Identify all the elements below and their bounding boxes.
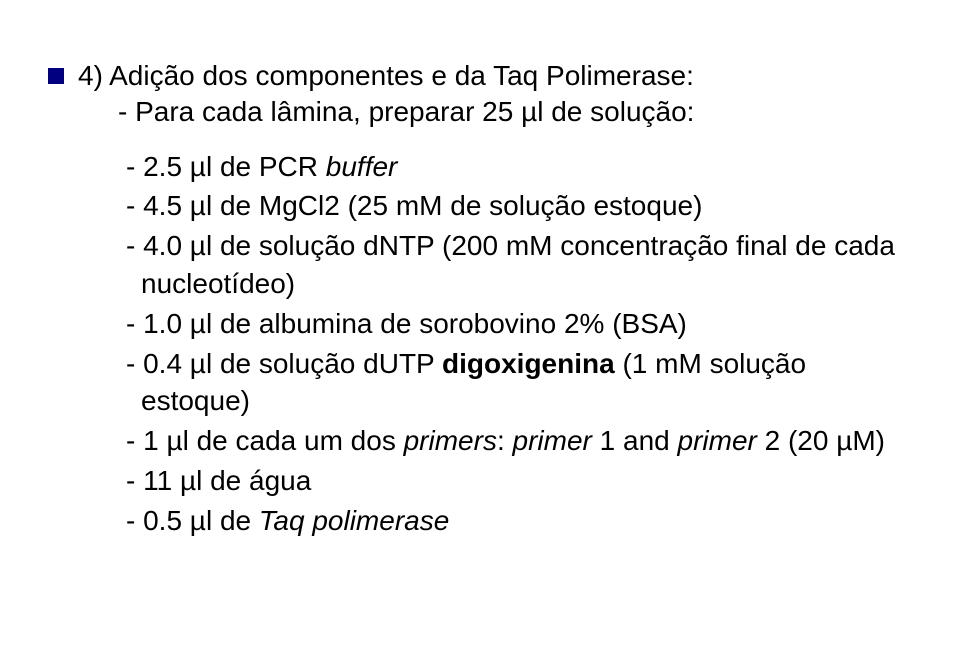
list-item: - 1.0 µl de albumina de sorobovino 2% (B… (126, 305, 920, 343)
item-text: - 1 µl de cada um dos (126, 425, 404, 456)
item-italic: primer (513, 425, 592, 456)
item-text: - 11 µl de água (126, 465, 311, 496)
item-text: 1 and (592, 425, 678, 456)
item-text: - 4.5 µl de (126, 190, 259, 221)
list-item: - 1 µl de cada um dos primers: primer 1 … (126, 422, 920, 460)
list-item: - 2.5 µl de PCR buffer (126, 148, 920, 186)
item-italic: Taq polimerase (259, 505, 449, 536)
list-item: - 11 µl de água (126, 462, 920, 500)
item-text: 2 (20 µM) (757, 425, 885, 456)
item-text: - 0.4 µl de solução dUTP (126, 348, 442, 379)
heading-row: 4) Adição dos componentes e da Taq Polim… (48, 58, 920, 130)
heading-text: 4) Adição dos componentes e da Taq Polim… (78, 60, 694, 91)
sub-list: - 2.5 µl de PCR buffer - 4.5 µl de MgCl2… (126, 148, 920, 540)
item-text: - 1.0 µl de albumina de sorobovino 2% (B… (126, 308, 687, 339)
list-item: - 4.0 µl de solução dNTP (200 mM concent… (126, 227, 920, 303)
list-item: - 4.5 µl de MgCl2 (25 mM de solução esto… (126, 187, 920, 225)
item-italic: buffer (326, 151, 398, 182)
slide: 4) Adição dos componentes e da Taq Polim… (0, 0, 960, 658)
item-italic: primer (678, 425, 757, 456)
square-bullet-icon (48, 68, 64, 84)
list-item: - 0.5 µl de Taq polimerase (126, 502, 920, 540)
item-text: : (497, 425, 513, 456)
item-text: MgCl2 (25 mM de solução estoque) (259, 190, 703, 221)
item-text: - 0.5 µl de (126, 505, 259, 536)
list-item: - 0.4 µl de solução dUTP digoxigenina (1… (126, 345, 920, 421)
item-italic: primers (404, 425, 497, 456)
item-bold: digoxigenina (442, 348, 615, 379)
item-text: - 2.5 µl de PCR (126, 151, 326, 182)
heading-subline: - Para cada lâmina, preparar 25 µl de so… (118, 94, 694, 130)
item-text: - 4.0 µl de solução dNTP (200 mM concent… (126, 230, 895, 299)
heading-block: 4) Adição dos componentes e da Taq Polim… (78, 58, 694, 130)
